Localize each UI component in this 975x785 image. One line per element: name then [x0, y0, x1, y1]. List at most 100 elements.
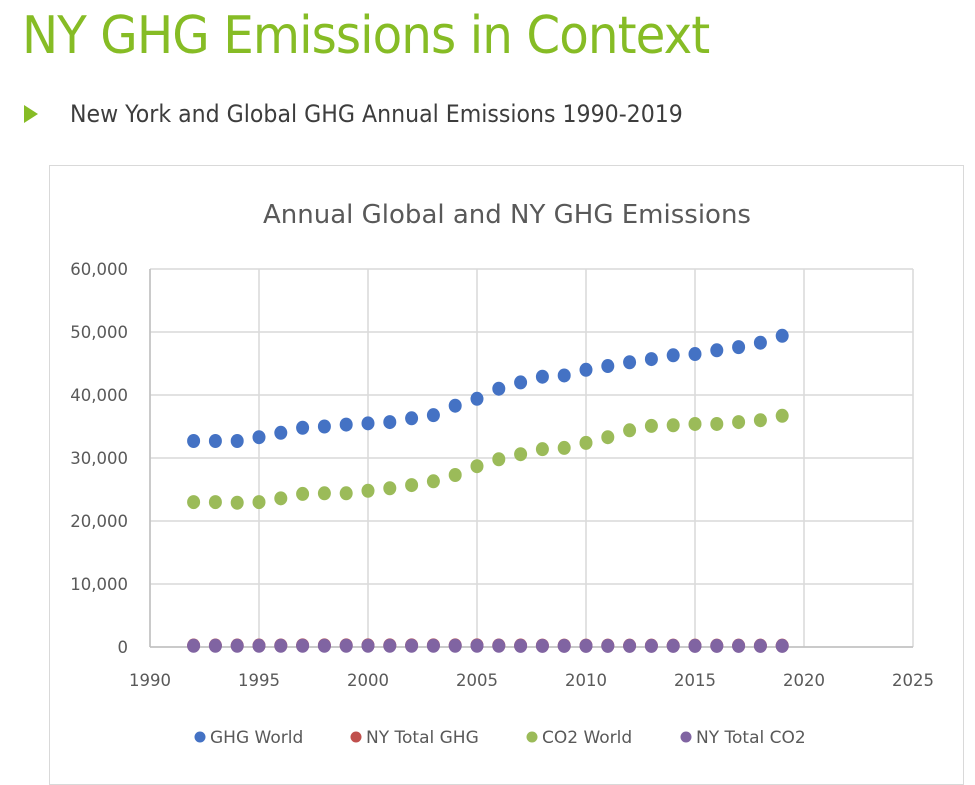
- x-tick-label: 1990: [129, 671, 171, 690]
- data-point: [274, 425, 288, 440]
- data-point: [666, 418, 680, 433]
- data-point: [688, 347, 702, 362]
- data-point: [426, 408, 440, 423]
- data-point: [208, 433, 222, 448]
- data-point: [296, 638, 310, 653]
- data-point: [732, 415, 746, 430]
- data-point: [557, 368, 571, 383]
- data-point: [601, 430, 615, 445]
- data-point: [579, 362, 593, 377]
- bullet-arrow-icon: [24, 105, 38, 123]
- data-point: [405, 638, 419, 653]
- data-point: [296, 486, 310, 501]
- data-point: [710, 638, 724, 653]
- data-point: [317, 486, 331, 501]
- data-point: [339, 417, 353, 432]
- legend-item: NY Total GHG: [350, 728, 479, 748]
- data-point: [514, 638, 528, 653]
- series-co2-world: [187, 408, 789, 510]
- data-point: [753, 413, 767, 428]
- data-point: [187, 433, 201, 448]
- y-tick-label: 30,000: [70, 449, 128, 468]
- data-point: [383, 638, 397, 653]
- y-tick-label: 10,000: [70, 575, 128, 594]
- data-point: [753, 335, 767, 350]
- data-point: [187, 638, 201, 653]
- data-point: [317, 638, 331, 653]
- data-point: [274, 491, 288, 506]
- data-point: [208, 495, 222, 510]
- data-point: [710, 343, 724, 358]
- data-point: [775, 328, 789, 343]
- data-point: [339, 486, 353, 501]
- data-point: [361, 483, 375, 498]
- y-tick-label: 0: [118, 638, 129, 657]
- series-ghg-world: [187, 328, 789, 448]
- data-point: [230, 495, 244, 510]
- data-point: [426, 474, 440, 489]
- series-ny-total-co2: [187, 638, 789, 653]
- data-point: [470, 638, 484, 653]
- data-point: [644, 352, 658, 367]
- data-point: [623, 423, 637, 438]
- data-point: [252, 638, 266, 653]
- data-points: [187, 328, 789, 653]
- x-tick-label: 2005: [456, 671, 498, 690]
- data-point: [688, 416, 702, 431]
- data-point: [732, 340, 746, 355]
- legend-item: NY Total CO2: [680, 728, 806, 748]
- data-point: [492, 381, 506, 396]
- y-tick-label: 40,000: [70, 386, 128, 405]
- legend-label: NY Total CO2: [696, 728, 806, 748]
- x-tick-label: 2015: [674, 671, 716, 690]
- data-point: [339, 638, 353, 653]
- legend-label: GHG World: [210, 728, 303, 748]
- data-point: [426, 638, 440, 653]
- x-tick-label: 1995: [238, 671, 280, 690]
- x-tick-label: 2020: [783, 671, 825, 690]
- legend-label: CO2 World: [542, 728, 632, 748]
- x-tick-label: 2010: [565, 671, 607, 690]
- data-point: [601, 359, 615, 374]
- data-point: [688, 638, 702, 653]
- data-point: [470, 459, 484, 474]
- data-point: [252, 430, 266, 445]
- x-tick-label: 2025: [892, 671, 934, 690]
- data-point: [666, 348, 680, 363]
- data-point: [448, 468, 462, 483]
- data-point: [623, 638, 637, 653]
- legend-item: CO2 World: [526, 728, 632, 748]
- data-point: [710, 416, 724, 431]
- data-point: [579, 435, 593, 450]
- bullet-row: New York and Global GHG Annual Emissions…: [24, 100, 736, 128]
- data-point: [623, 355, 637, 370]
- data-point: [579, 638, 593, 653]
- legend-marker-icon: [526, 731, 538, 743]
- data-point: [448, 638, 462, 653]
- data-point: [187, 495, 201, 510]
- legend-marker-icon: [194, 731, 206, 743]
- data-point: [274, 638, 288, 653]
- data-point: [361, 416, 375, 431]
- y-tick-label: 50,000: [70, 323, 128, 342]
- data-point: [775, 408, 789, 423]
- data-point: [535, 442, 549, 457]
- data-point: [775, 638, 789, 653]
- data-point: [252, 495, 266, 510]
- legend-marker-icon: [350, 731, 362, 743]
- data-point: [514, 375, 528, 390]
- chart-title: Annual Global and NY GHG Emissions: [263, 200, 751, 230]
- data-point: [644, 638, 658, 653]
- data-point: [296, 420, 310, 435]
- data-point: [470, 391, 484, 406]
- data-point: [383, 481, 397, 496]
- x-axis-ticks: 1990 1995 2000 2005 2010 2015 2020 2025: [129, 671, 934, 690]
- bullet-text: New York and Global GHG Annual Emissions…: [70, 100, 683, 128]
- legend-label: NY Total GHG: [366, 728, 479, 748]
- legend-item: GHG World: [194, 728, 303, 748]
- data-point: [208, 638, 222, 653]
- data-point: [666, 638, 680, 653]
- data-point: [361, 638, 375, 653]
- data-point: [448, 398, 462, 413]
